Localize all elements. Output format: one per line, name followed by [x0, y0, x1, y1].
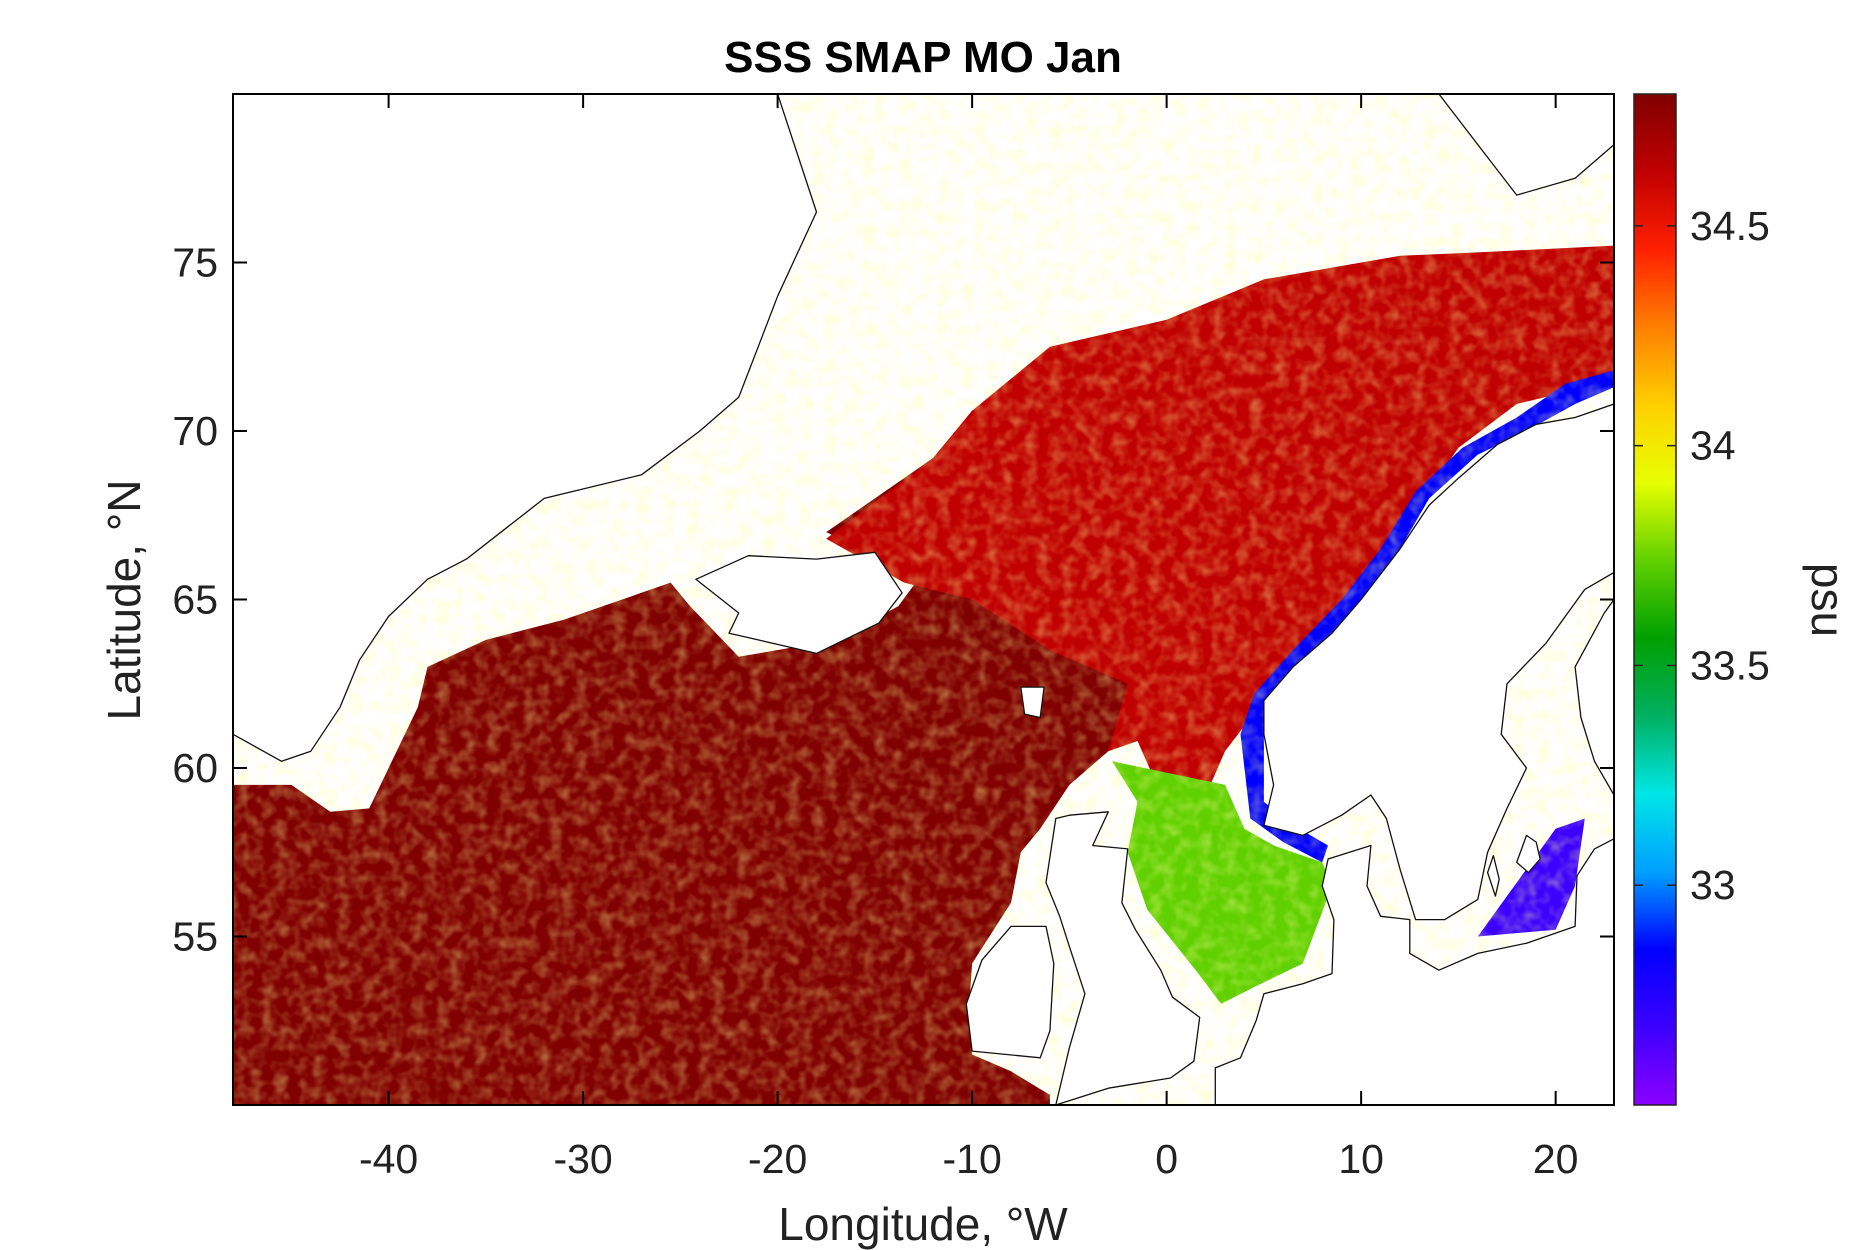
y-axis: 55 60 65 70 75 [172, 240, 1614, 960]
y-tick-label: 60 [172, 745, 218, 791]
colorbar-ticks: 33 33.5 34 34.5 [1634, 203, 1770, 908]
landmass [1020, 686, 1045, 719]
landmass [965, 925, 1055, 1059]
landmass [1486, 854, 1500, 897]
colorbar-tick-label: 34.5 [1690, 203, 1770, 249]
landmass [1045, 811, 1201, 1105]
plot-area [233, 94, 1614, 1105]
landmass [695, 551, 903, 655]
landmass [1438, 94, 1614, 196]
colorbar-label: psu [1802, 563, 1854, 637]
landmass [1214, 838, 1614, 1105]
landmass [233, 94, 818, 762]
x-tick-label: 10 [1338, 1136, 1384, 1182]
colorbar-tick-label: 34 [1690, 423, 1736, 469]
y-tick-label: 70 [172, 408, 218, 454]
x-axis-label: Longitude, °W [778, 1198, 1068, 1250]
land-masses [233, 94, 1614, 1105]
y-axis-label: Latitude, °N [98, 480, 150, 721]
x-tick-label: -40 [359, 1136, 418, 1182]
colorbar-tick-label: 33 [1690, 862, 1736, 908]
y-tick-label: 75 [172, 240, 218, 286]
x-tick-label: 0 [1155, 1136, 1178, 1182]
landmass [1263, 403, 1614, 921]
y-tick-label: 55 [172, 914, 218, 960]
x-tick-label: -20 [748, 1136, 807, 1182]
landmass [1516, 834, 1541, 874]
x-tick-label: 20 [1533, 1136, 1579, 1182]
colorbar [1633, 93, 1677, 1106]
x-axis: -40 -30 -20 -10 0 10 20 [359, 94, 1578, 1182]
colorbar-tick-label: 33.5 [1690, 642, 1770, 688]
x-tick-label: -10 [942, 1136, 1001, 1182]
salinity-field [233, 94, 1614, 1105]
x-tick-label: -30 [553, 1136, 612, 1182]
map-title: SSS SMAP MO Jan [724, 33, 1122, 82]
y-tick-label: 65 [172, 577, 218, 623]
